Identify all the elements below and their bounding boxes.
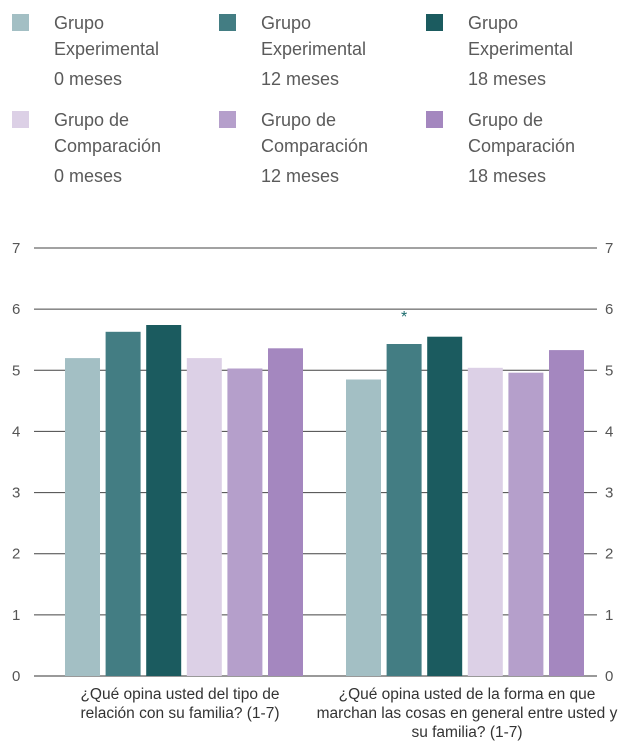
y-tick-label-right: 3 [605,485,613,502]
legend-label: Grupo de Comparación 12 meses [261,107,421,189]
bar [427,336,463,676]
legend-months-label: 0 meses [54,69,123,89]
legend-group-label: Grupo Experimental [261,13,367,59]
y-tick-label-right: 1 [605,607,613,624]
legend-swatch [426,111,443,128]
legend-months-label: 12 meses [261,166,340,186]
legend-group-label: Grupo de Comparación [261,110,369,156]
legend-group-label: Grupo de Comparación [54,110,162,156]
y-tick-label-right: 4 [605,423,613,440]
bar [346,379,381,676]
x-category-label: ¿Qué opina usted del tipo de relación co… [80,686,280,722]
bar [146,325,182,676]
legend-swatch [12,14,29,31]
y-tick-label-left: 5 [12,362,20,379]
bar-chart: 0 0 1 1 2 2 3 3 4 4 5 5 6 6 7 7 * [12,240,613,685]
bar [467,367,503,676]
y-tick-label-right: 7 [605,240,613,257]
bar [549,350,584,676]
y-tick-label-right: 5 [605,362,613,379]
legend-months-label: 0 meses [54,166,123,186]
significance-marker: * [401,309,407,326]
y-tick-label-left: 0 [12,668,20,685]
legend-swatch [12,111,29,128]
x-category-label: ¿Qué opina usted de la forma en que marc… [316,686,618,741]
y-tick-label-right: 6 [605,301,613,318]
y-tick-label-left: 7 [12,240,20,257]
bar [227,368,263,676]
y-tick-label-right: 0 [605,668,613,685]
legend-swatch [426,14,443,31]
y-tick-label-left: 3 [12,485,20,502]
y-tick-label-left: 4 [12,423,20,440]
legend-label: Grupo Experimental 18 meses [468,10,627,92]
legend-label: Grupo de Comparación 0 meses [54,107,214,189]
bar [186,358,222,676]
legend-group-label: Grupo Experimental [468,13,574,59]
legend: Grupo Experimental 0 meses Grupo Experimen… [0,0,627,200]
legend-months-label: 18 meses [468,69,547,89]
legend-label: Grupo Experimental 0 meses [54,10,214,92]
legend-swatch [219,111,236,128]
legend-swatch [219,14,236,31]
bar [65,358,100,676]
y-tick-label-right: 2 [605,546,613,563]
y-tick-label-left: 2 [12,546,20,563]
legend-group-label: Grupo Experimental [54,13,160,59]
bar [268,348,303,676]
legend-months-label: 12 meses [261,69,340,89]
legend-group-label: Grupo de Comparación [468,110,576,156]
legend-label: Grupo Experimental 12 meses [261,10,421,92]
legend-months-label: 18 meses [468,166,547,186]
bar [386,344,422,676]
y-tick-label-left: 6 [12,301,20,318]
bar [105,331,141,676]
bar [508,372,544,676]
legend-label: Grupo de Comparación 18 meses [468,107,627,189]
y-tick-label-left: 1 [12,607,20,624]
